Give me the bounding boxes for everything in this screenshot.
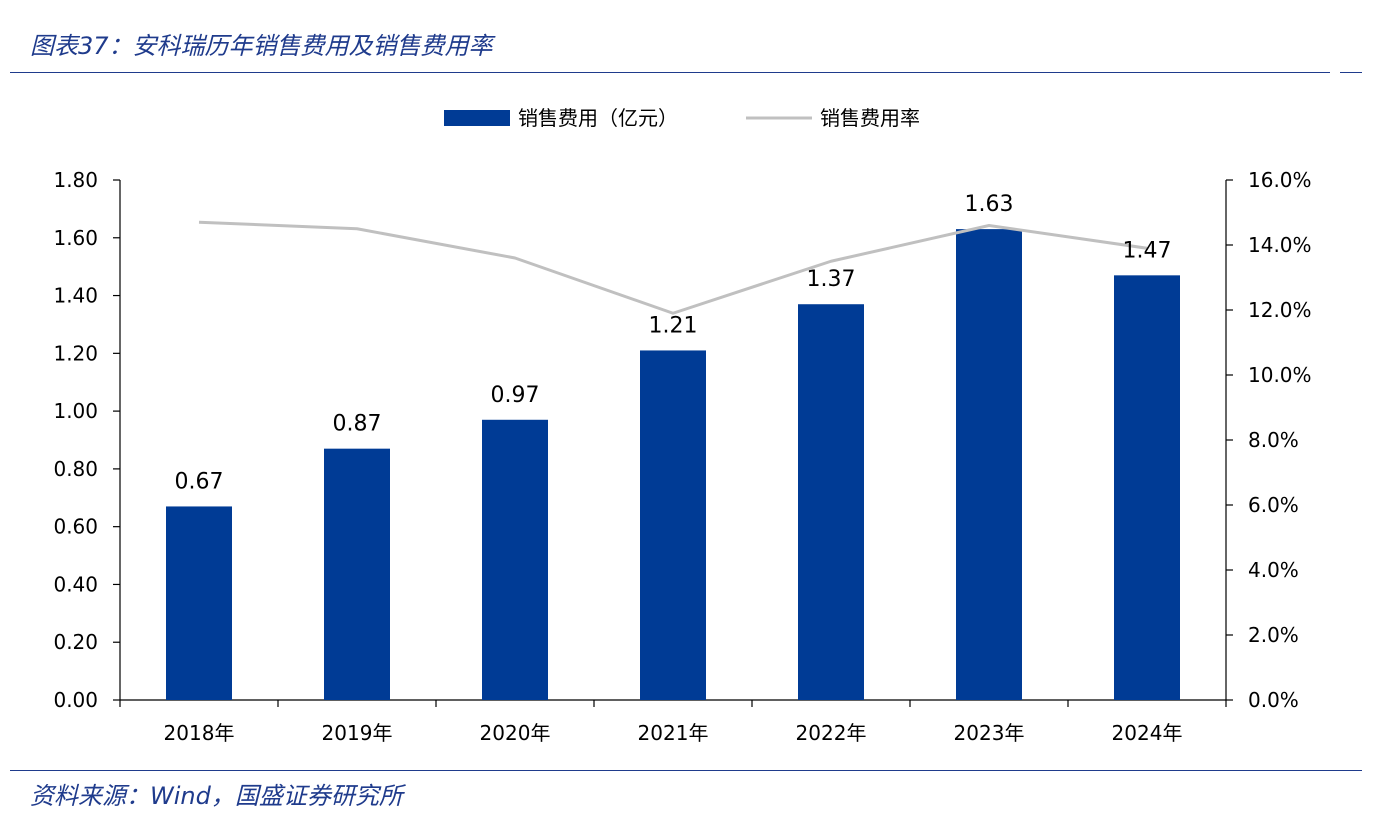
y-tick-label-right: 6.0%: [1248, 493, 1299, 517]
x-tick-label: 2021年: [638, 721, 709, 745]
y-tick-label-right: 0.0%: [1248, 688, 1299, 712]
y-tick-label-left: 0.40: [53, 572, 98, 596]
source-note: 资料来源：Wind，国盛证券研究所: [30, 782, 403, 810]
y-tick-label-left: 0.20: [53, 630, 98, 654]
line-series: [198, 220, 1148, 315]
bar: [798, 304, 864, 700]
y-tick-label-right: 10.0%: [1248, 363, 1312, 387]
y-tick-label-right: 4.0%: [1248, 558, 1299, 582]
bar: [1114, 275, 1180, 700]
chart-title: 图表37：安科瑞历年销售费用及销售费用率: [30, 32, 493, 60]
y-tick-label-left: 1.40: [53, 284, 98, 308]
y-tick-label-right: 16.0%: [1248, 168, 1312, 192]
y-tick-label-left: 1.20: [53, 341, 98, 365]
bar-value-label: 1.21: [649, 313, 698, 338]
x-tick-label: 2020年: [480, 721, 551, 745]
y-tick-label-left: 1.80: [53, 168, 98, 192]
bar: [482, 419, 548, 700]
bottom-divider: [10, 770, 1362, 771]
bar: [324, 448, 390, 700]
legend: 销售费用（亿元） 销售费用率: [444, 106, 920, 130]
bars: [166, 229, 1180, 700]
y-tick-label-right: 2.0%: [1248, 623, 1299, 647]
bar-value-label: 0.97: [491, 383, 540, 408]
y-tick-label-right: 14.0%: [1248, 233, 1312, 257]
data-labels: 0.67 0.87 0.97 1.21 1.37 1.63 1.47: [175, 192, 1172, 494]
bar: [640, 350, 706, 700]
top-divider: [10, 72, 1362, 73]
legend-line-label: 销售费用率: [820, 106, 920, 130]
bar-value-label: 0.87: [333, 412, 382, 437]
y-tick-label-left: 0.80: [53, 457, 98, 481]
x-tick-label: 2022年: [796, 721, 867, 745]
x-tick-label: 2023年: [954, 721, 1025, 745]
y-tick-label-left: 0.60: [53, 515, 98, 539]
bar-value-label: 1.47: [1123, 238, 1172, 263]
bar: [166, 506, 232, 700]
bar-value-label: 0.67: [175, 469, 224, 494]
x-tick-label: 2019年: [322, 721, 393, 745]
bar-value-label: 1.63: [965, 192, 1014, 217]
y-tick-label-left: 1.60: [53, 226, 98, 250]
y-tick-label-left: 0.00: [53, 688, 98, 712]
bar: [956, 229, 1022, 700]
y-tick-label-left: 1.00: [53, 399, 98, 423]
legend-bar-label: 销售费用（亿元）: [518, 106, 678, 130]
axes: 0.00 0.20 0.40 0.60 0.80 1.00 1.20 1.40 1.60 1.80…: [53, 168, 1311, 745]
bar-value-label: 1.37: [807, 267, 856, 292]
y-tick-label-right: 12.0%: [1248, 298, 1312, 322]
legend-bar-swatch: [444, 110, 510, 126]
x-tick-label: 2024年: [1112, 721, 1183, 745]
y-tick-label-right: 8.0%: [1248, 428, 1299, 452]
top-divider-gap: [1330, 70, 1340, 76]
x-tick-label: 2018年: [164, 721, 235, 745]
line-series-path: [198, 220, 1148, 315]
